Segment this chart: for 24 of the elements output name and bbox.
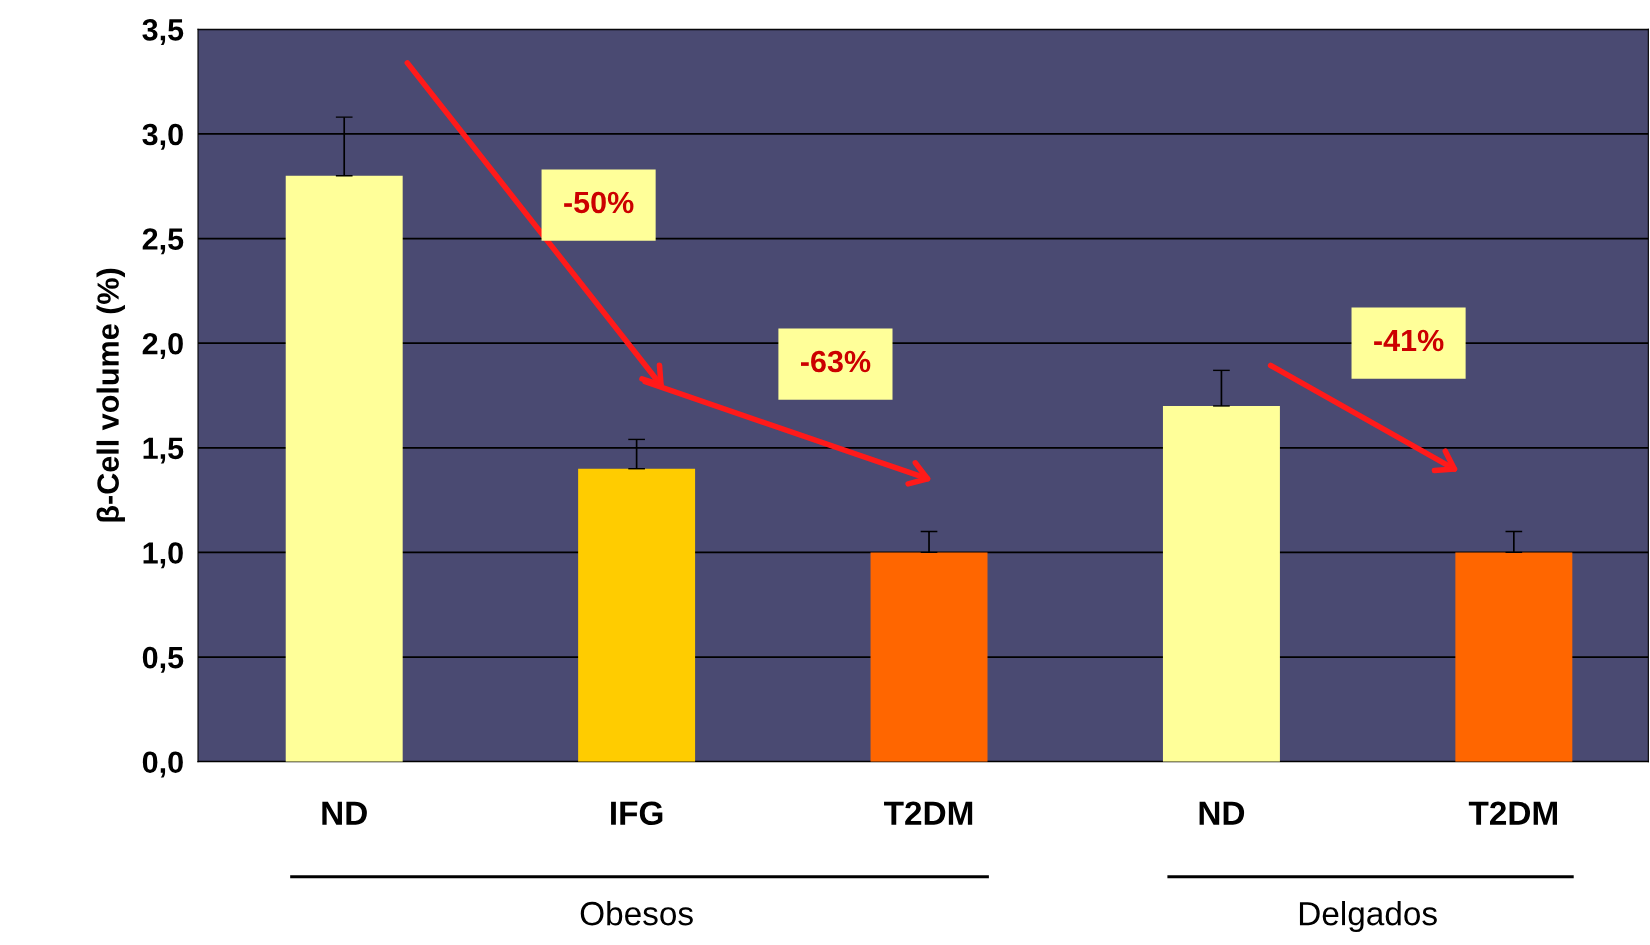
y-tick-label: 3,0 [142, 123, 183, 150]
y-tick-label: 3,5 [142, 19, 184, 46]
text: Delgados [1299, 900, 1437, 933]
annotation: -41% [1374, 329, 1444, 352]
annotation: -63% [800, 350, 871, 373]
y-axis-title: β-Cell volume (%) [96, 268, 125, 522]
y-tick-label: 0,5 [142, 646, 184, 673]
y-tick-label: 2,5 [142, 228, 184, 255]
x-tick-label: ND [322, 801, 367, 825]
bar [1162, 405, 1280, 762]
text: Obesos [580, 900, 693, 926]
x-tick-label: T2DM [884, 801, 973, 825]
x-tick-label: IFG [611, 801, 663, 826]
bar [285, 175, 403, 762]
y-tick-label: 1,0 [143, 542, 183, 569]
y-tick-label: 0,0 [142, 751, 183, 778]
x-tick-label: ND [1199, 801, 1245, 825]
y-tick-label: 1,5 [143, 437, 184, 464]
bar [1455, 552, 1573, 762]
annotation: -50% [564, 191, 634, 214]
y-tick-label: 2,0 [142, 332, 183, 359]
bar [870, 552, 988, 762]
bar [578, 468, 696, 762]
x-tick-label: T2DM [1468, 801, 1557, 825]
